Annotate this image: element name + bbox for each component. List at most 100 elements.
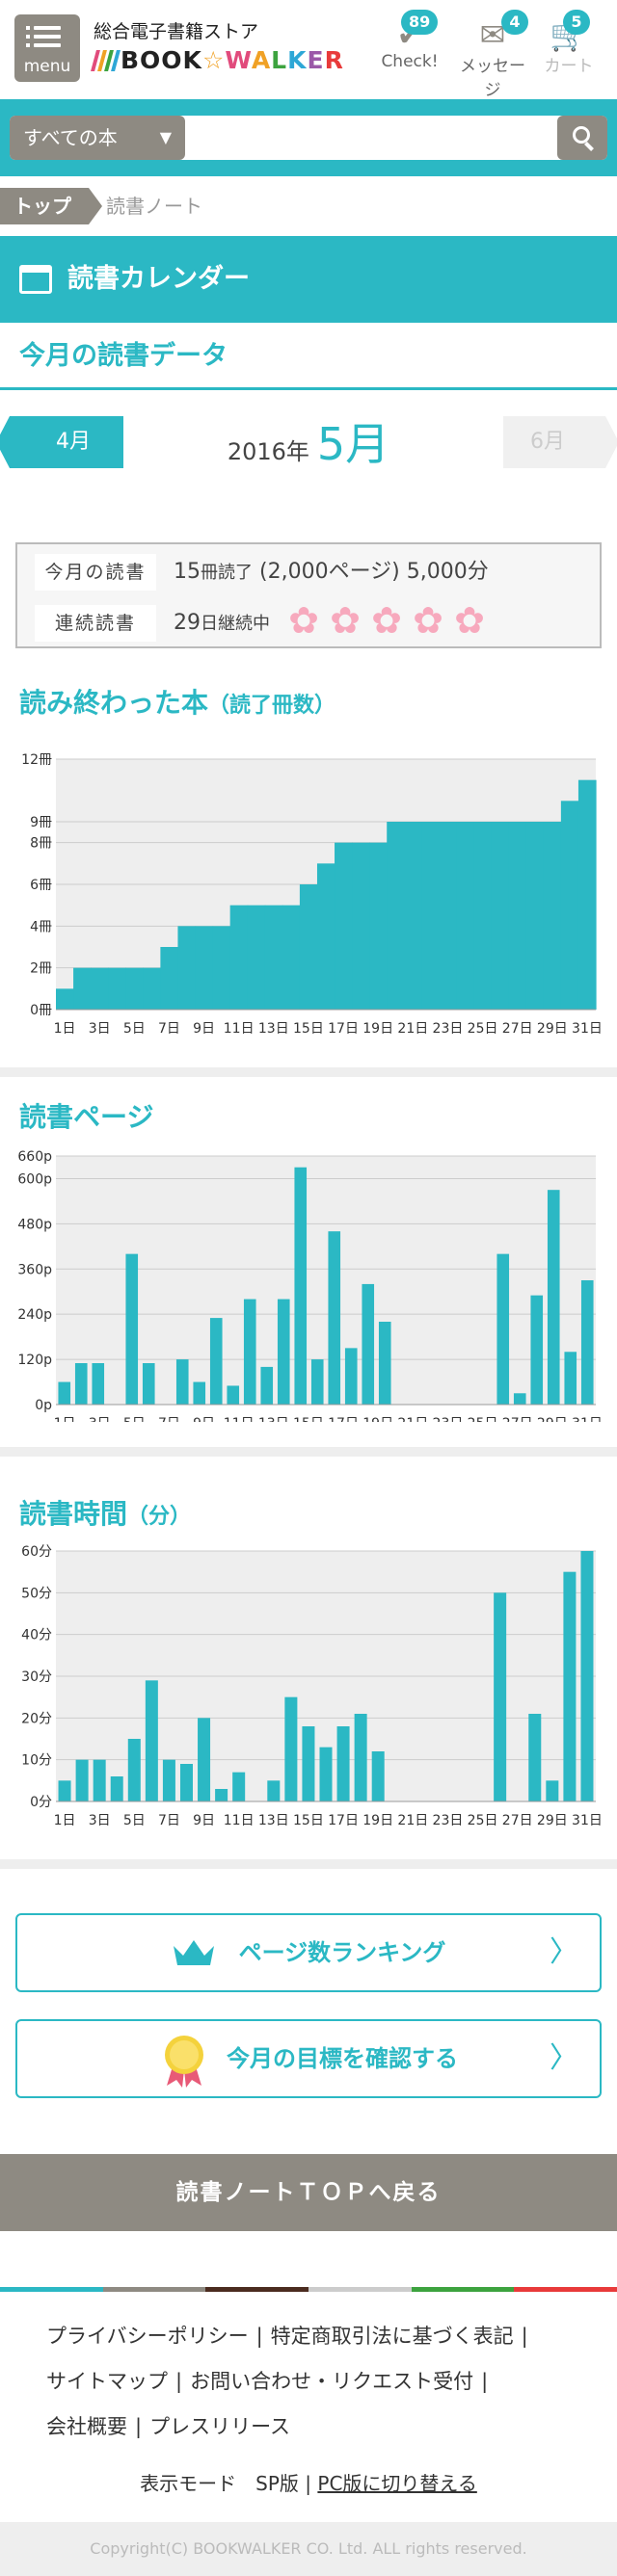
step-bar [508, 822, 527, 1010]
bar [145, 1680, 158, 1801]
x-tick-label: 29日 [537, 1416, 568, 1422]
y-tick-label: 20分 [21, 1711, 52, 1726]
x-tick-label: 13日 [258, 1416, 289, 1422]
x-tick-label: 21日 [397, 1813, 428, 1828]
y-tick-label: 600p [17, 1171, 52, 1187]
flower-star-icon: ✿ [288, 599, 319, 642]
monthly-reading-value: 15冊読了 (2,000ページ) 5,000分 [174, 560, 489, 584]
next-month-button[interactable]: 6月 [503, 416, 617, 468]
bar [198, 1718, 211, 1801]
x-tick-label: 19日 [362, 1021, 393, 1037]
bar [354, 1714, 367, 1801]
crown-icon [173, 1940, 214, 1965]
x-tick-label: 1日 [54, 1416, 76, 1422]
x-tick-label: 25日 [468, 1813, 498, 1828]
breadcrumb-current: 読書ノート [106, 195, 202, 218]
envelope-icon: ✉ [479, 16, 506, 53]
x-tick-label: 3日 [89, 1416, 111, 1422]
flower-star-icon: ✿ [330, 599, 361, 642]
monthly-reading-label: 今月の読書 [35, 554, 156, 591]
breadcrumb-top-link[interactable]: トップ [0, 188, 102, 224]
step-bar [125, 967, 144, 1010]
books-finished-title: 読み終わった本（読了冊数） [19, 687, 336, 719]
x-tick-label: 31日 [572, 1813, 603, 1828]
y-tick-label: 0分 [30, 1795, 52, 1810]
bar [260, 1366, 274, 1405]
x-tick-label: 7日 [158, 1021, 180, 1037]
x-tick-label: 13日 [258, 1021, 289, 1037]
streak-value: 29日継続中 [174, 610, 270, 635]
site-subtitle: 総合電子書籍ストア [94, 21, 259, 42]
month-data-title: 今月の読書データ [19, 341, 228, 371]
step-bar [108, 967, 126, 1010]
step-bar [369, 842, 388, 1010]
privacy-policy-link[interactable]: プライバシーポリシー [46, 2325, 249, 2348]
bar [371, 1751, 385, 1801]
copyright: Copyright(C) BOOKWALKER CO. Ltd. ALL rig… [0, 2522, 617, 2576]
back-to-reading-note-button[interactable]: 読書ノートＴＯＰへ戻る [0, 2154, 617, 2231]
bookwalker-logo[interactable]: BOOK☆WALKER [91, 46, 344, 74]
current-month: 2016年 5月 [0, 409, 617, 473]
company-link[interactable]: 会社概要 [46, 2415, 127, 2438]
menu-button[interactable]: menu [14, 14, 80, 82]
search-category-select[interactable]: すべての本 ▼ [10, 116, 185, 160]
x-tick-label: 17日 [328, 1813, 359, 1828]
bar [58, 1381, 71, 1405]
prev-month-button[interactable]: 4月 [0, 416, 123, 468]
step-bar [56, 988, 74, 1010]
page-ranking-button[interactable]: ページ数ランキング〉 [15, 1913, 602, 1992]
sitemap-link[interactable]: サイトマップ [46, 2370, 168, 2393]
step-bar [352, 842, 370, 1010]
x-tick-label: 15日 [293, 1813, 324, 1828]
y-tick-label: 40分 [21, 1628, 52, 1643]
x-tick-label: 31日 [572, 1416, 603, 1422]
bar [344, 1348, 358, 1405]
search-input[interactable] [193, 118, 550, 157]
check-link[interactable]: 89 ✔ Check! [376, 10, 443, 71]
monthly-goal-button[interactable]: 今月の目標を確認する〉 [15, 2019, 602, 2098]
bar [328, 1231, 341, 1405]
bar [496, 1253, 510, 1405]
y-tick-label: 10分 [21, 1753, 52, 1769]
x-tick-label: 9日 [193, 1416, 215, 1422]
x-tick-label: 31日 [572, 1021, 603, 1037]
x-tick-label: 3日 [89, 1021, 111, 1037]
x-tick-label: 19日 [362, 1416, 393, 1422]
step-bar [195, 926, 214, 1010]
y-tick-label: 60分 [21, 1544, 52, 1560]
step-bar [229, 905, 249, 1010]
cart-link[interactable]: 5 🛒 カート [540, 10, 598, 76]
bar [179, 1764, 193, 1801]
search-button[interactable] [557, 116, 607, 160]
streak-label: 連続読書 [35, 604, 156, 642]
step-bar [404, 822, 422, 1010]
x-tick-label: 21日 [397, 1021, 428, 1037]
bar [310, 1359, 324, 1405]
check-badge: 89 [401, 10, 439, 35]
x-tick-label: 7日 [158, 1813, 180, 1828]
contact-link[interactable]: お問い合わせ・リクエスト受付 [190, 2370, 474, 2393]
chevron-right-icon: 〉 [550, 1935, 578, 1969]
logo-mark-icon [91, 46, 121, 74]
step-bar [73, 967, 92, 1010]
commerce-law-link[interactable]: 特定商取引法に基づく表記 [270, 2325, 514, 2348]
step-bar [247, 905, 266, 1010]
bar [227, 1385, 240, 1405]
press-release-link[interactable]: プレスリリース [149, 2415, 291, 2438]
bar [142, 1363, 155, 1405]
x-tick-label: 1日 [54, 1021, 76, 1037]
message-link[interactable]: 4 ✉ メッセージ [453, 10, 532, 100]
step-bar [456, 822, 475, 1010]
streak-row: 連続読書 29日継続中 ✿ ✿ ✿ ✿ ✿ [35, 599, 496, 642]
x-tick-label: 11日 [224, 1021, 255, 1037]
bar [93, 1759, 106, 1801]
step-bar [543, 822, 562, 1010]
switch-pc-link[interactable]: PC版に切り替える [317, 2472, 477, 2495]
y-tick-label: 9冊 [30, 815, 52, 830]
cart-badge: 5 [563, 10, 590, 35]
month-data-header: 今月の読書データ [0, 323, 617, 390]
display-mode-current: SP版 [255, 2472, 299, 2495]
month-nav: 4月 2016年 5月 6月 [0, 390, 617, 486]
step-bar [439, 822, 458, 1010]
breadcrumb: トップ 読書ノート [0, 176, 617, 236]
